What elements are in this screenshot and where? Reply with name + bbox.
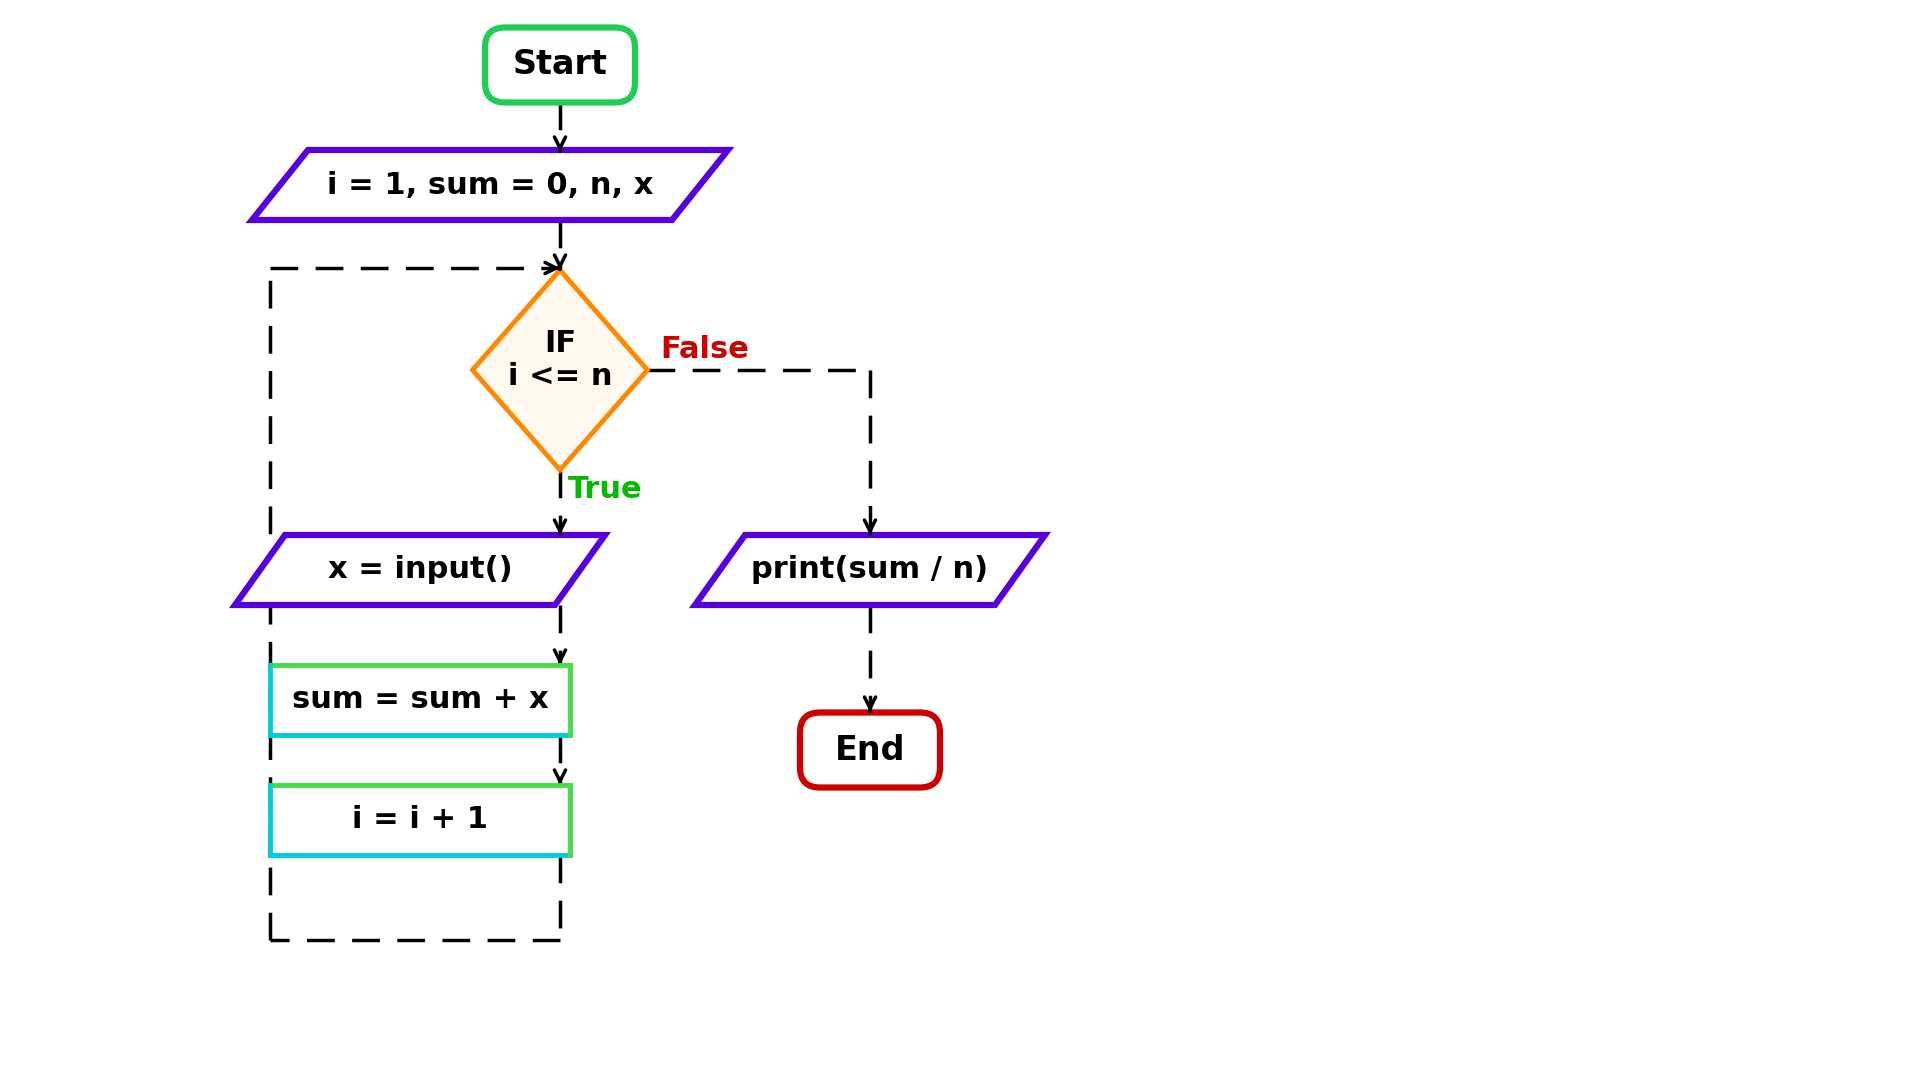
Text: i = 1, sum = 0, n, x: i = 1, sum = 0, n, x bbox=[326, 171, 653, 200]
Text: End: End bbox=[835, 733, 904, 767]
Polygon shape bbox=[695, 535, 1044, 605]
Text: False: False bbox=[660, 336, 749, 365]
Text: IF
i <= n: IF i <= n bbox=[507, 328, 612, 391]
Text: Start: Start bbox=[513, 49, 607, 81]
Text: i = i + 1: i = i + 1 bbox=[351, 806, 488, 835]
Text: x = input(): x = input() bbox=[328, 555, 513, 584]
FancyBboxPatch shape bbox=[801, 713, 941, 787]
Text: True: True bbox=[568, 475, 643, 504]
Text: print(sum / n): print(sum / n) bbox=[751, 555, 989, 584]
FancyBboxPatch shape bbox=[486, 27, 636, 103]
Polygon shape bbox=[234, 535, 605, 605]
Bar bbox=[271, 785, 570, 855]
Polygon shape bbox=[252, 150, 728, 220]
Text: sum = sum + x: sum = sum + x bbox=[292, 686, 549, 715]
Polygon shape bbox=[472, 270, 647, 470]
Bar bbox=[271, 665, 570, 735]
